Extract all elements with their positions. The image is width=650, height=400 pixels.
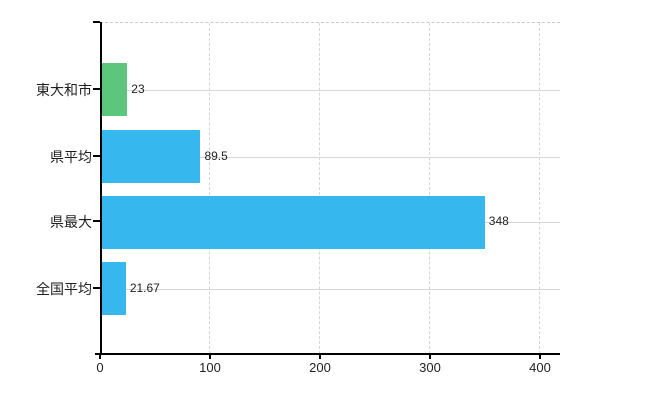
bar-2 xyxy=(102,130,201,183)
horizontal-gridline xyxy=(100,157,560,158)
x-axis-tick-label: 100 xyxy=(199,360,221,375)
bar-1 xyxy=(102,63,128,116)
y-axis-category-tick xyxy=(93,87,100,90)
value-label: 348 xyxy=(488,214,509,228)
x-axis-tick xyxy=(99,355,101,359)
x-axis-line xyxy=(95,353,560,355)
y-axis-end-tick xyxy=(93,21,100,23)
vertical-gridline xyxy=(209,23,210,354)
category-label: 県平均 xyxy=(50,148,92,165)
y-axis-category-tick xyxy=(93,220,100,222)
x-axis-tick xyxy=(539,355,541,359)
x-axis-tick xyxy=(209,355,211,359)
y-axis-line xyxy=(100,22,102,353)
value-label: 21.67 xyxy=(129,280,160,295)
x-axis-tick-label: 0 xyxy=(96,360,104,375)
plot-area xyxy=(100,22,560,354)
y-axis-category-tick xyxy=(93,154,100,157)
horizontal-gridline xyxy=(100,90,560,91)
x-axis-tick-label: 200 xyxy=(309,360,331,375)
category-label: 県最大 xyxy=(50,214,92,230)
vertical-gridline xyxy=(319,23,320,354)
category-label: 全国平均 xyxy=(36,280,92,297)
value-label: 23 xyxy=(131,81,145,96)
bar-3 xyxy=(102,195,485,249)
x-axis-tick xyxy=(429,355,431,359)
value-label: 89.5 xyxy=(204,148,228,163)
x-axis-tick xyxy=(319,355,321,359)
vertical-gridline xyxy=(539,23,540,354)
x-axis-tick-label: 300 xyxy=(419,360,441,375)
category-label: 東大和市 xyxy=(36,81,92,98)
y-axis-category-tick xyxy=(93,286,100,289)
bar-4 xyxy=(102,262,126,315)
vertical-gridline xyxy=(429,23,430,354)
horizontal-gridline xyxy=(100,289,560,290)
x-axis-tick-label: 400 xyxy=(529,360,551,375)
